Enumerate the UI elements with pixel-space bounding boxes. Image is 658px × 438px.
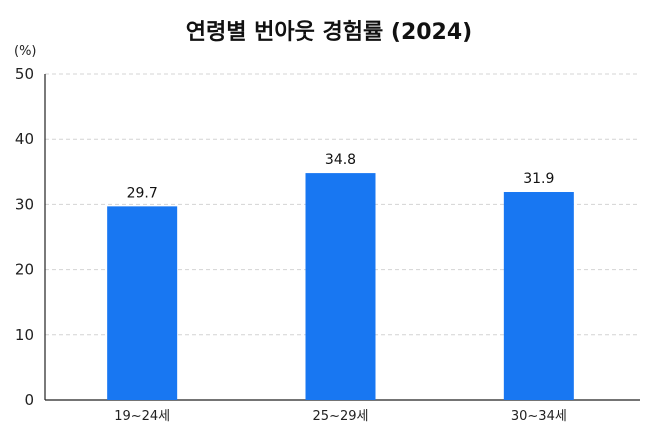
bar-data-label: 34.8 bbox=[325, 152, 356, 168]
x-category-label: 25~29세 bbox=[313, 409, 369, 424]
bar-data-label: 29.7 bbox=[127, 185, 158, 201]
x-category-label: 30~34세 bbox=[511, 409, 567, 424]
chart-title: 연령별 번아웃 경험률 (2024) bbox=[185, 20, 473, 45]
y-tick-label: 50 bbox=[15, 65, 34, 83]
y-tick-label: 10 bbox=[15, 326, 34, 344]
x-category-label: 19~24세 bbox=[114, 409, 170, 424]
bar-data-label: 31.9 bbox=[523, 171, 554, 187]
bar bbox=[305, 173, 376, 400]
bar bbox=[107, 206, 178, 400]
y-tick-label: 30 bbox=[15, 195, 34, 213]
y-tick-label: 20 bbox=[15, 261, 34, 279]
y-axis-unit-label: (%) bbox=[14, 44, 37, 59]
bar bbox=[503, 192, 574, 400]
y-tick-label: 40 bbox=[15, 130, 34, 148]
y-tick-label: 0 bbox=[24, 391, 34, 409]
